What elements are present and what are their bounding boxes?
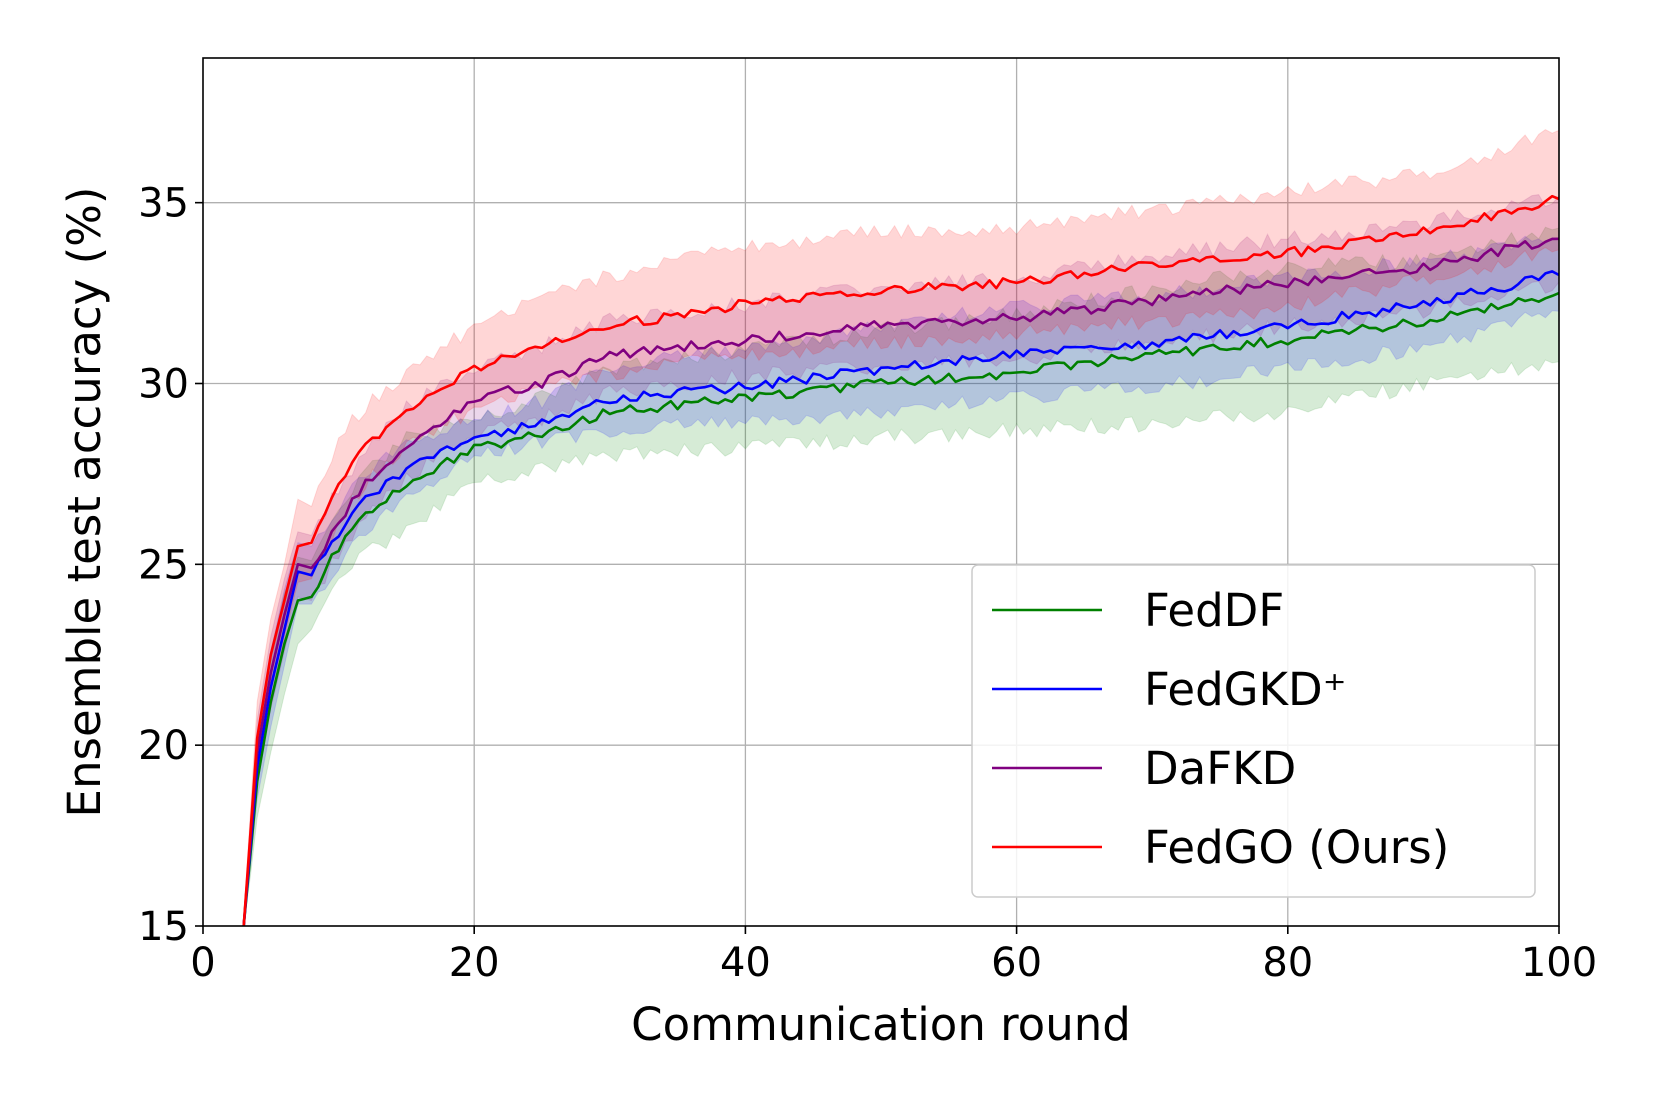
legend-box: [971, 564, 1536, 898]
axis-ticks: 0 20 40 60 80 100 15 20 25 30 35: [138, 181, 1597, 986]
legend-label: FedGO (Ours): [1144, 821, 1449, 874]
legend-entries: FedDF FedGKD⁺ DaFKD FedGO (Ours): [992, 584, 1449, 874]
series-line-0: [242, 291, 1560, 927]
y-tick-label: 15: [138, 904, 189, 950]
plot-frame: [202, 57, 1560, 927]
x-tick-label: 80: [1262, 940, 1313, 986]
series-line-3: [242, 194, 1560, 927]
legend-label: FedGKD⁺: [1144, 663, 1346, 716]
series-lines: [242, 194, 1560, 927]
series-line-2: [242, 237, 1560, 927]
y-tick-label: 25: [138, 542, 189, 588]
legend: FedDF FedGKD⁺ DaFKD FedGO (Ours): [971, 564, 1536, 898]
y-tick-label: 30: [138, 362, 189, 408]
grid: [203, 58, 1559, 926]
x-tick-label: 60: [991, 940, 1042, 986]
x-tick-label: 20: [449, 940, 500, 986]
y-axis-label: Ensemble test accuracy (%): [58, 187, 111, 818]
y-tick-label: 35: [138, 181, 189, 227]
x-tick-label: 0: [190, 940, 215, 986]
series-line-1: [242, 270, 1560, 927]
x-tick-label: 40: [720, 940, 771, 986]
legend-label: FedDF: [1144, 584, 1284, 637]
legend-label: DaFKD: [1144, 742, 1296, 795]
y-tick-label: 20: [138, 723, 189, 769]
x-tick-label: 100: [1521, 940, 1597, 986]
x-axis-label: Communication round: [631, 998, 1131, 1051]
